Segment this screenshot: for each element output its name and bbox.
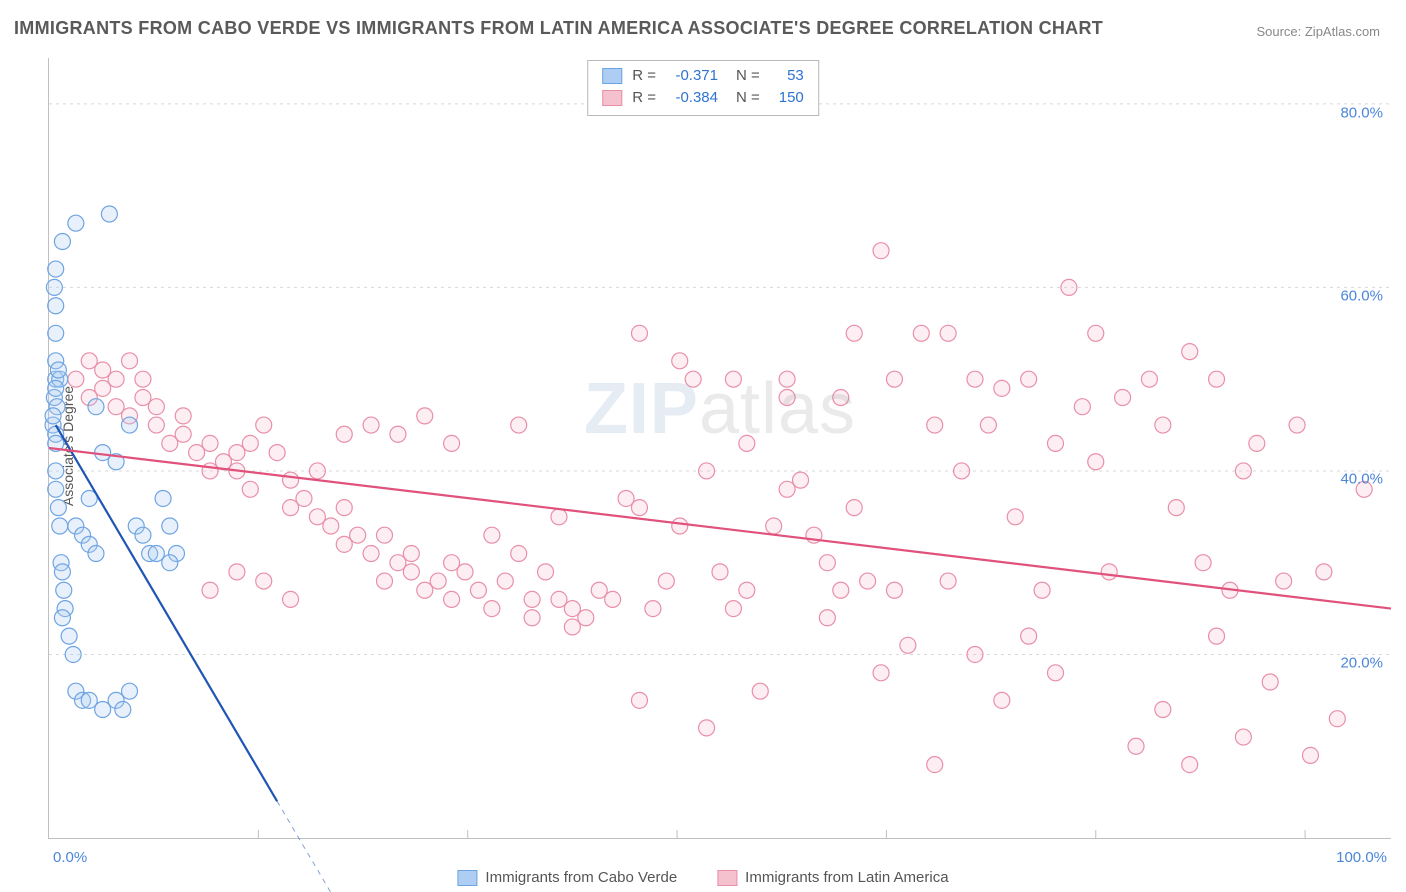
- correlation-legend: R = -0.371 N = 53 R = -0.384 N = 150: [587, 60, 819, 116]
- y-tick-label: 60.0%: [1340, 287, 1383, 304]
- chart-title: IMMIGRANTS FROM CABO VERDE VS IMMIGRANTS…: [14, 18, 1103, 39]
- legend-item-latin-america: Immigrants from Latin America: [717, 869, 948, 886]
- legend-item-label: Immigrants from Latin America: [745, 869, 948, 886]
- y-tick-label: 20.0%: [1340, 654, 1383, 671]
- r-label: R =: [632, 87, 656, 109]
- legend-item-label: Immigrants from Cabo Verde: [485, 869, 677, 886]
- source-label: Source: ZipAtlas.com: [1256, 24, 1380, 39]
- r-label: R =: [632, 65, 656, 87]
- y-tick-label: 80.0%: [1340, 104, 1383, 121]
- n-value: 150: [770, 87, 804, 109]
- r-value: -0.371: [666, 65, 718, 87]
- x-tick-label-min: 0.0%: [53, 849, 87, 866]
- scatter-chart: [49, 58, 1391, 838]
- y-tick-label: 40.0%: [1340, 471, 1383, 488]
- legend-swatch-icon: [602, 90, 622, 106]
- plot-area: ZIPatlas 80.0% 60.0% 40.0% 20.0% 0.0% 10…: [48, 58, 1391, 839]
- n-value: 53: [770, 65, 804, 87]
- n-label: N =: [736, 87, 760, 109]
- legend-item-cabo-verde: Immigrants from Cabo Verde: [457, 869, 677, 886]
- legend-swatch-icon: [717, 870, 737, 886]
- legend-swatch-icon: [457, 870, 477, 886]
- x-tick-label-max: 100.0%: [1336, 849, 1387, 866]
- legend-row-cabo-verde: R = -0.371 N = 53: [602, 65, 804, 87]
- n-label: N =: [736, 65, 760, 87]
- legend-row-latin-america: R = -0.384 N = 150: [602, 87, 804, 109]
- r-value: -0.384: [666, 87, 718, 109]
- legend-swatch-icon: [602, 68, 622, 84]
- series-legend: Immigrants from Cabo Verde Immigrants fr…: [457, 869, 948, 886]
